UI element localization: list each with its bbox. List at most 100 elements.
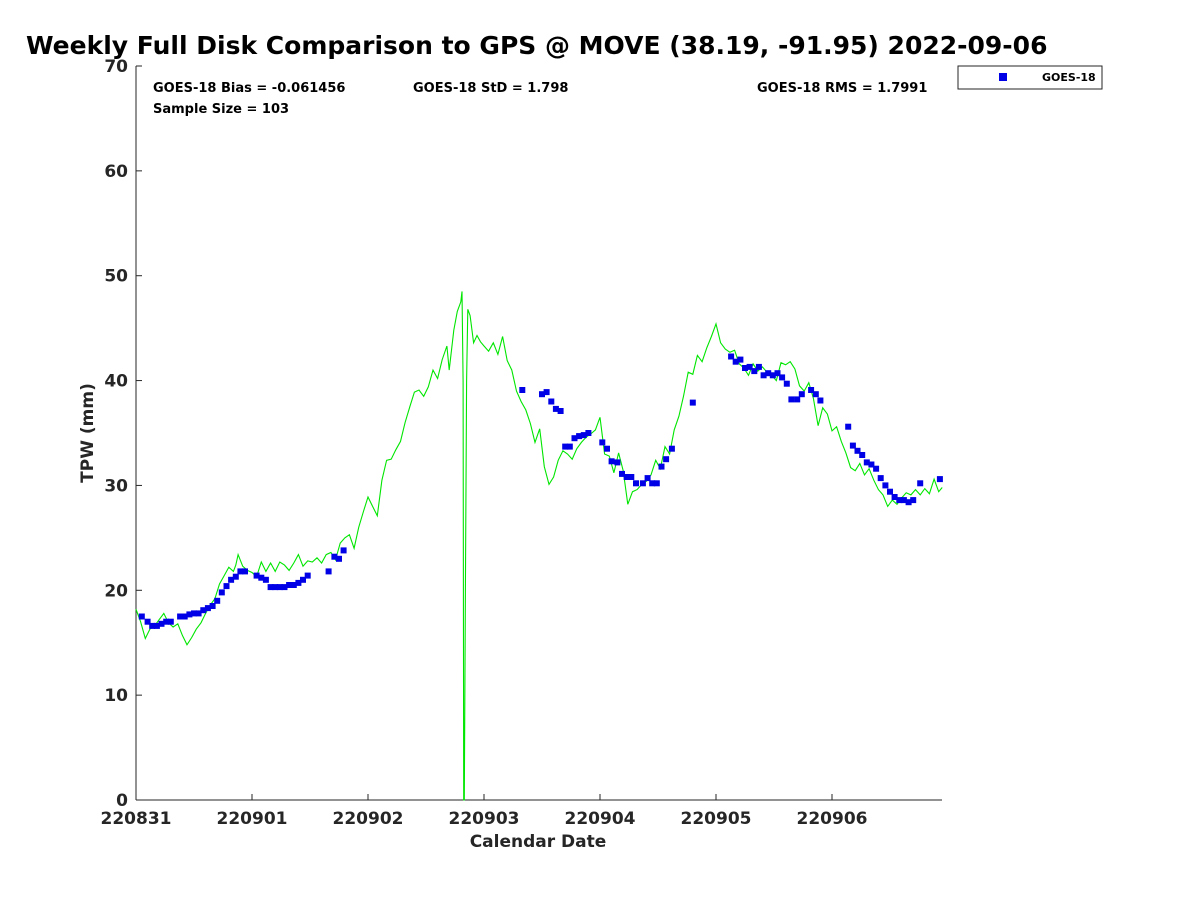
goes-18-point: [765, 370, 772, 377]
goes-18-point: [163, 618, 170, 625]
goes-18-point: [262, 576, 269, 583]
goes-18-point: [232, 573, 239, 580]
goes-series: [138, 353, 943, 629]
y-tick-label: 60: [104, 162, 128, 182]
x-axis-title: Calendar Date: [470, 832, 607, 852]
y-ticks: 0 10 20 30 40 50 60 70: [104, 57, 142, 811]
goes-18-point: [658, 463, 665, 470]
goes-18-point: [868, 461, 875, 468]
goes-18-point: [181, 613, 188, 620]
goes-18-point: [200, 607, 207, 614]
goes-18-point: [253, 572, 260, 579]
goes-18-point: [877, 475, 884, 482]
goes-18-point: [854, 447, 861, 454]
goes-18-point: [543, 389, 550, 396]
legend[interactable]: GOES-18: [957, 65, 1103, 90]
x-tick-label: 220903: [449, 809, 520, 829]
goes-18-point: [340, 547, 347, 554]
goes-18-point: [336, 555, 342, 562]
goes-18-point: [910, 497, 917, 504]
rms-annotation: GOES-18 RMS = 1.7991: [757, 81, 927, 96]
goes-18-point: [746, 363, 753, 370]
goes-18-point: [177, 613, 184, 620]
goes-18-point: [562, 443, 569, 450]
goes-18-point: [519, 387, 526, 393]
y-tick-label: 10: [104, 686, 128, 706]
goes-18-point: [186, 611, 193, 618]
goes-18-point: [557, 408, 564, 414]
goes-18-point: [237, 568, 244, 575]
legend-label-goes-18: GOES-18: [1042, 71, 1096, 84]
goes-18-point: [689, 399, 696, 406]
goes-18-point: [779, 374, 786, 381]
goes-18-point: [223, 583, 230, 590]
goes-18-point: [887, 488, 893, 495]
goes-18-point: [300, 576, 306, 583]
goes-18-point: [272, 584, 279, 591]
chart-title: Weekly Full Disk Comparison to GPS @ MOV…: [26, 31, 1047, 60]
goes-18-point: [783, 380, 790, 387]
goes-18-point: [552, 405, 559, 412]
goes-18-point: [144, 618, 151, 625]
goes-18-point: [755, 363, 762, 370]
goes-18-point: [742, 365, 748, 371]
goes-18-point: [281, 584, 288, 591]
goes-18-point: [304, 572, 311, 579]
goes-18-point: [644, 475, 651, 482]
goes-18-point: [896, 497, 903, 504]
goes-18-point: [191, 610, 197, 617]
goes-18-point: [817, 397, 824, 404]
goes-18-point: [649, 480, 656, 487]
goes-18-point: [580, 432, 587, 439]
legend-marker-goes-18: [999, 73, 1007, 81]
x-tick-label: 220902: [333, 809, 404, 829]
goes-18-point: [653, 480, 660, 487]
goes-18-point: [760, 372, 767, 379]
legend-box: [957, 65, 1103, 90]
goes-18-point: [576, 433, 583, 440]
goes-18-point: [149, 622, 156, 629]
goes-18-point: [788, 396, 795, 403]
goes-18-point: [614, 459, 621, 466]
x-tick-label: 220906: [797, 809, 868, 829]
bias-annotation: GOES-18 Bias = -0.061456: [153, 81, 345, 96]
goes-18-point: [732, 358, 739, 365]
goes-18-point: [204, 605, 211, 612]
y-tick-label: 50: [104, 267, 128, 287]
goes-18-point: [599, 439, 606, 446]
y-tick-label: 30: [104, 476, 128, 496]
x-ticks: 220831 220901 220902 220903 220904 220905 2209…: [101, 794, 868, 829]
goes-18-point: [849, 442, 856, 449]
goes-18-point: [295, 579, 302, 586]
goes-18-point: [905, 499, 912, 506]
x-tick-label: 220904: [565, 809, 636, 829]
y-tick-label: 0: [116, 791, 128, 811]
goes-18-point: [218, 589, 225, 596]
goes-18-point: [585, 430, 592, 436]
gps-line: [135, 291, 943, 801]
goes-18-point: [808, 387, 815, 393]
goes-18-point: [845, 423, 852, 430]
sample-size-annotation: Sample Size = 103: [153, 102, 289, 117]
goes-18-point: [242, 568, 248, 575]
axes: [135, 66, 942, 801]
goes-18-point: [774, 370, 781, 377]
std-annotation: GOES-18 StD = 1.798: [413, 81, 568, 96]
goes-18-point: [267, 584, 274, 591]
goes-18-point: [619, 470, 625, 477]
goes-18-point: [873, 465, 880, 472]
goes-18-point: [882, 482, 889, 489]
goes-18-point: [290, 582, 297, 588]
goes-18-point: [276, 584, 283, 591]
goes-18-point: [917, 480, 924, 487]
goes-18-point: [325, 568, 332, 575]
goes-18-point: [258, 574, 265, 581]
goes-18-point: [859, 452, 866, 458]
goes-18-point: [209, 603, 216, 609]
goes-18-point: [331, 553, 338, 560]
goes-18-point: [153, 622, 160, 629]
goes-18-point: [608, 458, 615, 465]
goes-18-point: [214, 597, 221, 604]
goes-18-point: [900, 497, 907, 504]
